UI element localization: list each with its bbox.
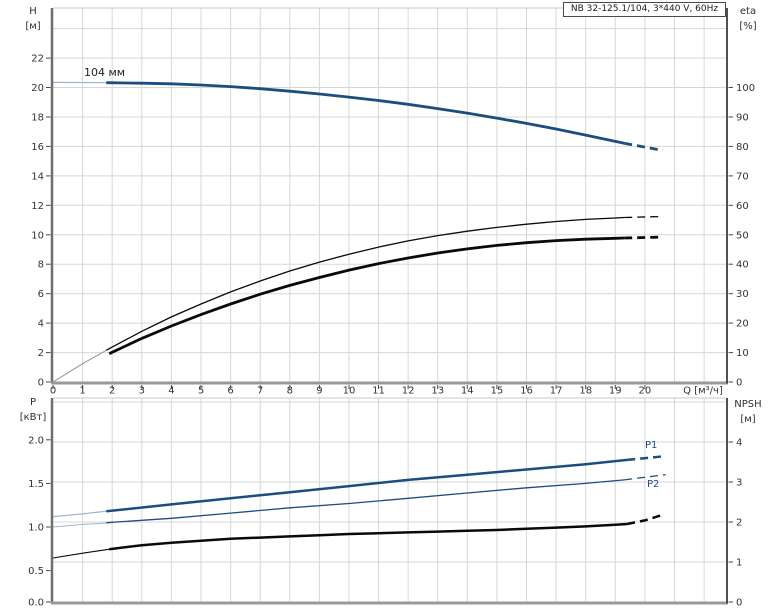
P1-curve — [106, 458, 628, 513]
left-tick-label: 1.5 — [28, 479, 44, 490]
grid — [53, 8, 726, 382]
npsh-axis-label: NPSH — [734, 399, 762, 410]
left-tick-label: 14 — [31, 171, 44, 182]
chart-title-box: NB 32-125.1/104, 3*440 V, 60Hz — [563, 2, 726, 17]
p2-curve-label: P2 — [647, 479, 660, 490]
x-tick-label: 11 — [372, 386, 385, 397]
tick-labels: 0246810121416182022010203040506070809010… — [31, 54, 755, 397]
x-tick-label: 10 — [343, 386, 356, 397]
eta-thin-curve — [105, 216, 625, 351]
p-axis-unit: [кВт] — [19, 412, 47, 423]
right-tick-label: 3 — [736, 478, 742, 489]
right-tick-label: 60 — [736, 201, 749, 212]
q-axis-label: Q [м³/ч] — [683, 386, 723, 397]
tick-labels: 0.0 0.5 1.0 1.5 2.0 0 1 2 3 4 — [28, 435, 742, 608]
right-tick-label: 2 — [736, 518, 742, 529]
right-tick-label: 80 — [736, 142, 749, 153]
right-tick-label: 1 — [736, 558, 742, 569]
h-axis-label: H — [29, 6, 37, 17]
right-tick-label: 70 — [736, 171, 749, 182]
P1-curve-lead — [52, 509, 113, 518]
left-tick-label: 8 — [38, 260, 44, 271]
left-tick-label: 22 — [31, 54, 44, 65]
NPSH-curve-lead — [52, 548, 113, 559]
grid — [53, 398, 726, 602]
head-104mm-curve-dashed — [623, 141, 663, 152]
right-tick-label: 0 — [736, 598, 742, 609]
right-tick-label: 90 — [736, 113, 749, 124]
left-tick-label: 1.0 — [28, 523, 44, 534]
left-tick-label: 0.0 — [28, 598, 44, 609]
x-tick-label: 12 — [402, 386, 415, 397]
chart-0: 0246810121416182022010203040506070809010… — [31, 7, 755, 397]
left-tick-label: 2.0 — [28, 435, 44, 446]
right-tick-label: 40 — [736, 260, 749, 271]
x-tick-label: 8 — [287, 386, 293, 397]
left-tick-label: 6 — [38, 289, 44, 300]
left-tick-label: 0.5 — [28, 566, 44, 577]
right-tick-label: 50 — [736, 230, 749, 241]
right-tick-label: 100 — [736, 83, 755, 94]
x-tick-label: 17 — [550, 386, 563, 397]
h-axis-unit: [м] — [25, 21, 41, 32]
impeller-size-label: 104 мм — [84, 66, 126, 79]
P2-curve-dashed — [624, 474, 666, 481]
x-tick-label: 3 — [139, 386, 145, 397]
NPSH-curve — [109, 522, 628, 551]
eta-axis-label: eta — [739, 6, 757, 17]
P1-curve-dashed — [627, 455, 663, 462]
x-tick-label: 19 — [609, 386, 622, 397]
right-tick-label: 30 — [736, 289, 749, 300]
right-tick-label: 0 — [736, 378, 742, 389]
axes — [50, 8, 728, 385]
x-tick-label: 20 — [639, 386, 652, 397]
axes — [50, 398, 728, 605]
x-tick-label: 4 — [168, 386, 174, 397]
x-tick-label: 9 — [316, 386, 322, 397]
left-tick-label: 12 — [31, 201, 44, 212]
x-tick-label: 13 — [431, 386, 444, 397]
left-tick-label: 18 — [31, 113, 44, 124]
tick-marks — [46, 439, 733, 603]
left-tick-label: 4 — [38, 319, 44, 330]
right-tick-label: 4 — [736, 438, 742, 449]
x-tick-label: 5 — [198, 386, 204, 397]
x-tick-label: 2 — [109, 386, 115, 397]
chart-1: 0.0 0.5 1.0 1.5 2.0 0 1 2 3 4 — [28, 397, 742, 609]
left-tick-label: 0 — [38, 378, 44, 389]
eta-thick-curve — [108, 236, 625, 355]
eta-thick-curve-dashed — [624, 235, 663, 240]
left-tick-label: 20 — [31, 83, 44, 94]
x-tick-label: 14 — [461, 386, 474, 397]
p-axis-label: P — [29, 397, 37, 408]
left-tick-label: 16 — [31, 142, 44, 153]
tick-marks — [46, 57, 733, 389]
eta-thin-curve-lead — [52, 346, 113, 383]
head-104mm-curve — [106, 81, 625, 145]
x-tick-label: 16 — [520, 386, 533, 397]
curves — [52, 81, 663, 383]
x-tick-label: 6 — [227, 386, 233, 397]
npsh-axis-unit: [м] — [740, 414, 756, 425]
right-tick-label: 10 — [736, 348, 749, 359]
left-tick-label: 2 — [38, 348, 44, 359]
x-tick-label: 1 — [79, 386, 85, 397]
eta-axis-unit: [%] — [739, 21, 757, 32]
eta-thin-curve-dashed — [624, 215, 663, 219]
P2-curve-lead — [52, 522, 113, 528]
x-tick-label: 18 — [579, 386, 592, 397]
x-tick-label: 0 — [50, 386, 56, 397]
right-tick-label: 20 — [736, 319, 749, 330]
P2-curve — [106, 479, 625, 524]
x-tick-label: 7 — [257, 386, 263, 397]
p1-curve-label: P1 — [645, 440, 658, 451]
NPSH-curve-dashed — [626, 513, 664, 526]
x-tick-label: 15 — [491, 386, 504, 397]
left-tick-label: 10 — [31, 230, 44, 241]
curves — [52, 455, 666, 559]
